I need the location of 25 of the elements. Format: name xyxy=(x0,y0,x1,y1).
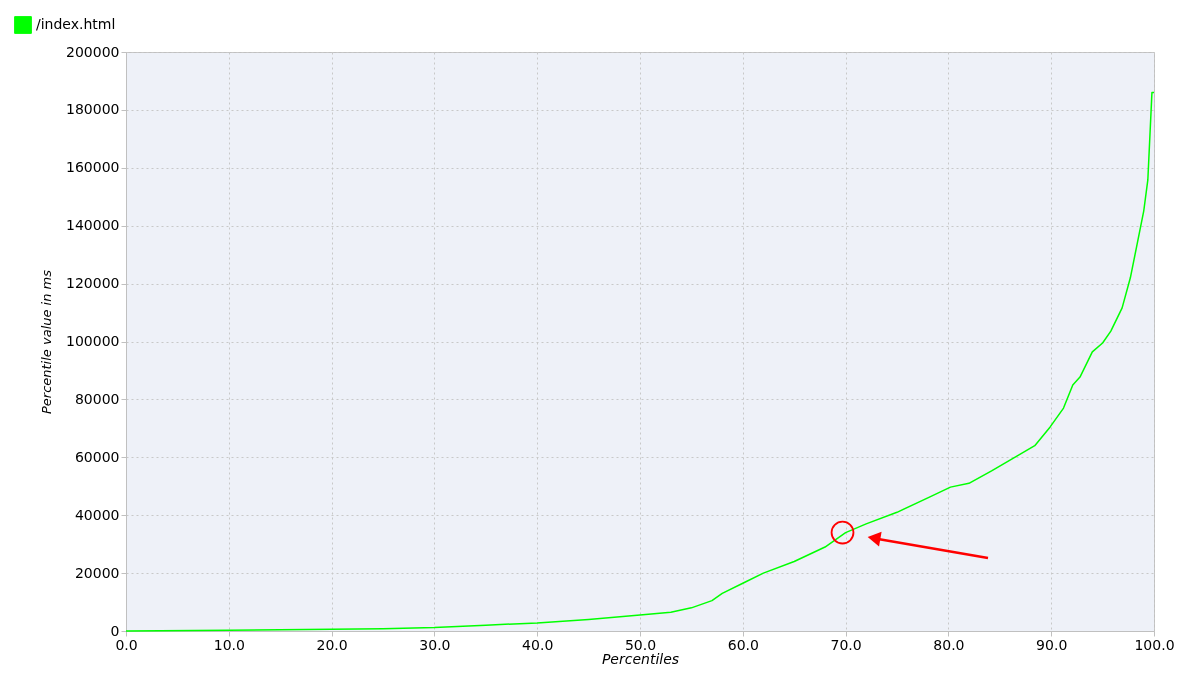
y-tick-label: 120000 xyxy=(66,275,120,292)
y-tick-label: 100000 xyxy=(66,333,120,349)
y-tick-label: 140000 xyxy=(66,217,120,234)
y-tick-label: 40000 xyxy=(74,506,120,523)
y-tick-label: 20000 xyxy=(74,564,120,581)
x-tick-label: 50.0 xyxy=(624,636,657,653)
y-tick-label: 180000 xyxy=(66,101,120,118)
x-tick-label: 70.0 xyxy=(830,636,862,653)
x-tick-label: 60.0 xyxy=(727,636,759,653)
x-tick-label: 40.0 xyxy=(522,636,554,653)
y-tick-label: 160000 xyxy=(66,159,120,176)
y-tick-label: 60000 xyxy=(74,448,120,465)
y-tick-label: 80000 xyxy=(74,390,120,407)
x-axis-title: Percentiles xyxy=(601,650,680,667)
legend-label: /index.html xyxy=(36,16,116,32)
y-tick-label: 0 xyxy=(110,622,120,639)
y-tick-label: 200000 xyxy=(66,43,120,60)
x-tick-label: 90.0 xyxy=(1036,636,1068,653)
x-tick-label: 20.0 xyxy=(316,636,348,653)
x-tick-label: 0.0 xyxy=(115,636,138,653)
x-tick-label: 10.0 xyxy=(213,636,245,653)
x-tick-label: 80.0 xyxy=(933,636,965,653)
x-tick-label: 30.0 xyxy=(419,636,451,653)
y-axis-title: Percentile value in ms xyxy=(39,269,55,415)
x-tick-label: 100.0 xyxy=(1134,636,1175,653)
